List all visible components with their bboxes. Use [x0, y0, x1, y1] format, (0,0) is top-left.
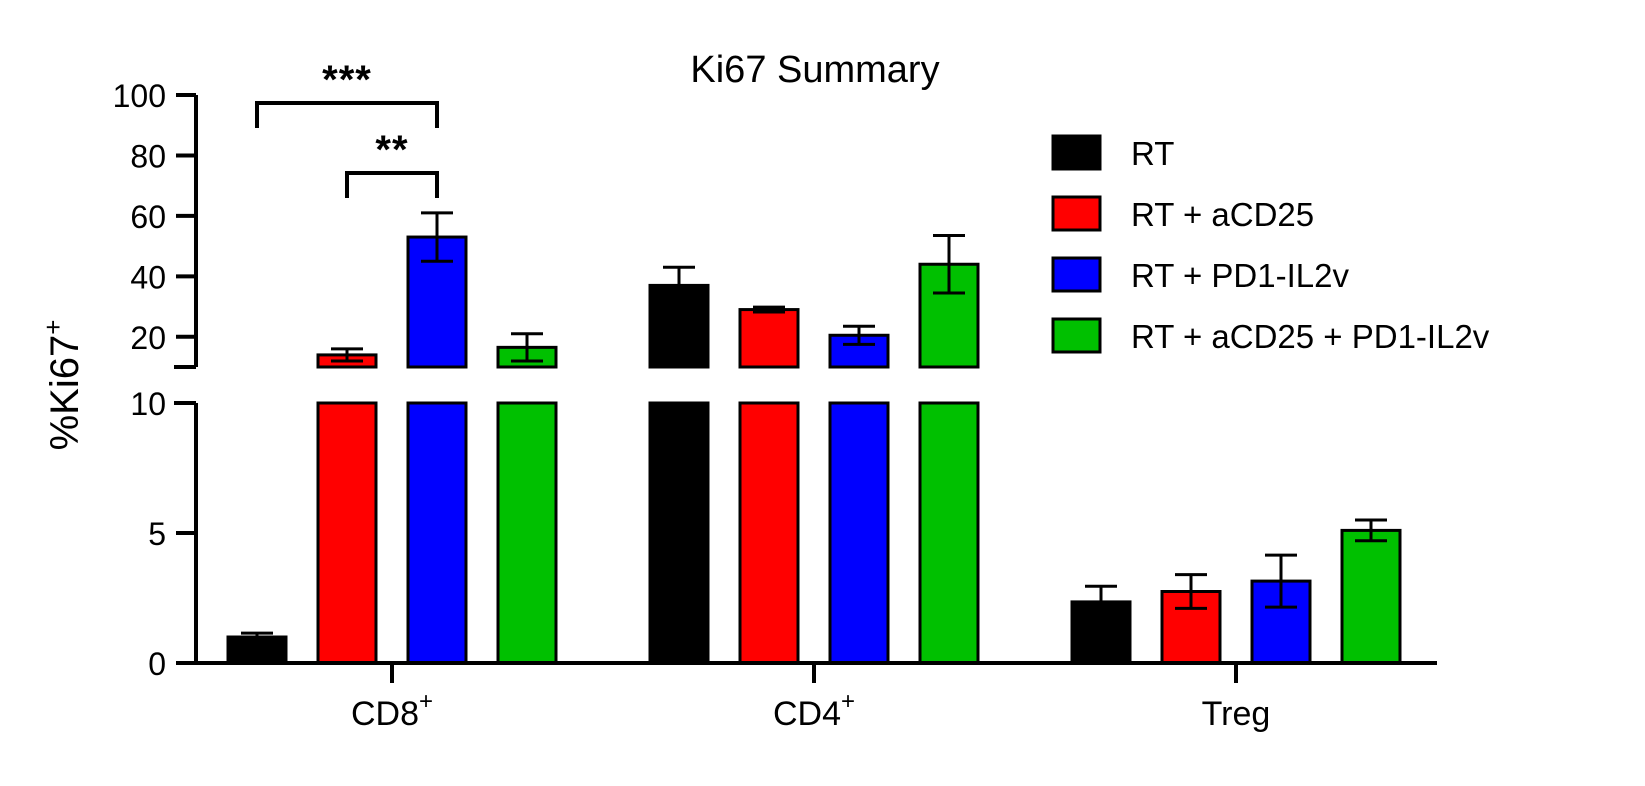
error-bars-layer: [241, 211, 1387, 643]
x-tick-label: CD8+: [351, 688, 433, 733]
x-tick-label-text: CD4: [773, 695, 841, 733]
x-tick-label-superscript: +: [841, 688, 855, 715]
bar: [316, 401, 378, 665]
legend: RT RT + aCD25 RT + PD1-IL2v RT + aCD25 + PD…: [1051, 134, 1490, 355]
legend-swatch: [1051, 317, 1102, 354]
x-tick-label: Treg: [1202, 695, 1271, 733]
y-tick-label: 80: [130, 138, 166, 174]
x-axis: CD8+ CD4+ Treg: [196, 661, 1437, 733]
bar: [1340, 528, 1402, 665]
bar: [738, 401, 800, 665]
bar: [496, 401, 558, 665]
x-tick-label-text: Treg: [1202, 695, 1271, 733]
x-tick-label-text: CD8: [351, 695, 419, 733]
y-tick-label: 5: [148, 516, 166, 552]
significance-bracket: [255, 101, 439, 128]
y-tick-label: 10: [130, 386, 166, 422]
x-tick-label: CD4+: [773, 688, 855, 733]
y-tick-label: 40: [130, 259, 166, 295]
significance-label: **: [375, 128, 408, 172]
bar: [406, 401, 468, 665]
x-tick-label-superscript: +: [419, 688, 433, 715]
legend-label: RT + aCD25: [1131, 196, 1314, 233]
y-tick-label: 100: [113, 78, 166, 114]
y-tick-label: 20: [130, 320, 166, 356]
y-tick-label: 60: [130, 199, 166, 235]
chart-title: Ki67 Summary: [690, 49, 939, 91]
legend-label: RT + PD1-IL2v: [1131, 257, 1349, 294]
y-tick-label: 0: [148, 646, 166, 682]
y-axis-label-text: %Ki67: [43, 335, 87, 451]
y-axis: 0 5 10 20 40 60 80 100 %Ki67+: [38, 78, 198, 682]
significance-layer: *****: [255, 58, 439, 198]
legend-swatch: [1051, 256, 1102, 293]
legend-label: RT + aCD25 + PD1-IL2v: [1131, 318, 1490, 355]
legend-label: RT: [1131, 135, 1174, 172]
y-axis-label: %Ki67+: [38, 320, 87, 451]
legend-swatch: [1051, 134, 1102, 171]
bar: [738, 308, 800, 369]
bar: [918, 401, 980, 665]
significance-bracket: [345, 171, 439, 198]
significance-label: ***: [322, 58, 372, 102]
legend-swatch: [1051, 195, 1102, 232]
bar: [648, 401, 710, 665]
bars-layer: [226, 235, 1402, 665]
y-axis-label-superscript: +: [38, 320, 68, 335]
bar: [828, 401, 890, 665]
